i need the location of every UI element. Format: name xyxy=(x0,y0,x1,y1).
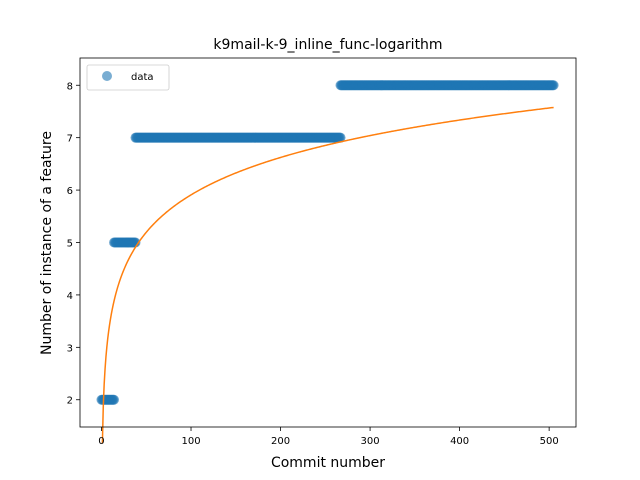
legend-label-data: data xyxy=(131,72,154,83)
data-point xyxy=(130,237,141,248)
data-point xyxy=(109,394,120,405)
y-axis: 2 3 4 5 6 7 8 xyxy=(67,81,80,407)
x-axis-label: Commit number xyxy=(271,455,385,471)
y-tick-label: 3 xyxy=(67,343,73,354)
x-tick-label: 300 xyxy=(361,436,380,447)
x-axis: 0 100 200 300 400 500 xyxy=(98,427,559,447)
data-point xyxy=(548,80,559,91)
y-tick-label: 5 xyxy=(67,239,73,250)
x-tick-label: 200 xyxy=(271,436,290,447)
fit-line xyxy=(101,106,554,444)
x-tick-label: 100 xyxy=(181,436,200,447)
data-point xyxy=(335,132,346,143)
y-tick-label: 4 xyxy=(67,291,73,302)
legend-marker-data xyxy=(102,71,112,81)
legend-box xyxy=(86,64,170,91)
chart-title: k9mail-k-9_inline_func-logarithm xyxy=(213,37,442,53)
y-axis-label: Number of instance of a feature xyxy=(39,131,55,355)
y-tick-label: 7 xyxy=(67,134,73,145)
x-tick-label: 500 xyxy=(540,436,559,447)
y-tick-label: 6 xyxy=(67,186,73,197)
y-tick-label: 2 xyxy=(67,396,73,407)
plot-area xyxy=(96,80,559,444)
y-tick-label: 8 xyxy=(67,81,73,92)
legend: data xyxy=(86,64,170,91)
x-tick-label: 400 xyxy=(450,436,469,447)
x-tick-label: 0 xyxy=(98,436,104,447)
